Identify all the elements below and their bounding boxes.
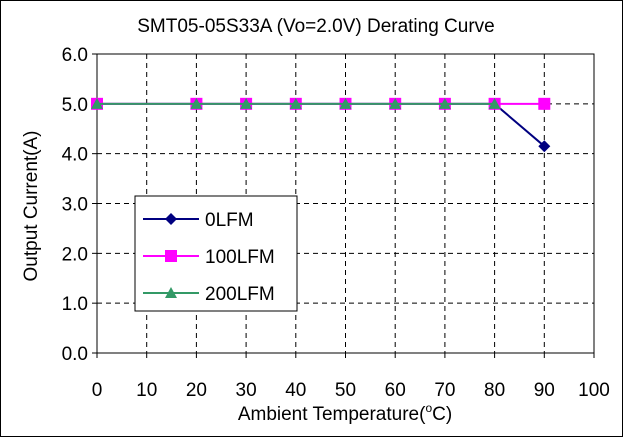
data-point-200LFM-0 — [91, 97, 103, 109]
x-tick-label-9: 90 — [534, 380, 555, 401]
legend-label-0LFM: 0LFM — [205, 210, 254, 231]
data-point-200LFM-7 — [488, 97, 501, 109]
x-axis-label-tail: C) — [432, 404, 452, 425]
x-tick-label-1: 10 — [136, 380, 157, 401]
legend-label-100LFM: 100LFM — [205, 247, 275, 268]
x-tick-label-4: 40 — [285, 380, 306, 401]
data-point-200LFM-2 — [240, 97, 253, 109]
legend: 0LFM 100LFM 200LFM — [134, 195, 298, 312]
data-point-200LFM-6 — [438, 97, 451, 109]
x-tick-label-0: 0 — [92, 380, 103, 401]
legend-label-200LFM: 200LFM — [205, 284, 275, 305]
legend-marker-100LFM — [165, 250, 177, 262]
x-axis-label-superscript: o — [425, 401, 432, 415]
data-point-200LFM-5 — [389, 97, 402, 109]
y-tick-label-2: 2.0 — [62, 244, 88, 265]
data-point-200LFM-1 — [190, 97, 203, 109]
x-tick-label-3: 30 — [236, 380, 257, 401]
y-tick-label-6: 6.0 — [62, 45, 88, 66]
chart-title: SMT05-05S33A (Vo=2.0V) Derating Curve — [137, 16, 495, 37]
x-tick-label-5: 50 — [335, 380, 356, 401]
x-axis-label: Ambient Temperature(oC) — [238, 401, 452, 425]
data-point-200LFM-3 — [289, 97, 302, 109]
series-layer — [91, 97, 551, 153]
x-tick-label-10: 100 — [578, 380, 610, 401]
x-tick-label-8: 80 — [484, 380, 505, 401]
y-tick-label-3: 3.0 — [62, 195, 88, 216]
series-200LFM — [91, 97, 501, 109]
x-tick-label-2: 20 — [186, 380, 207, 401]
x-tick-label-7: 70 — [434, 380, 455, 401]
x-axis-label-main: Ambient Temperature( — [238, 404, 426, 425]
y-tick-label-5: 5.0 — [62, 95, 88, 116]
x-tick-label-6: 60 — [385, 380, 406, 401]
data-point-200LFM-4 — [339, 97, 352, 109]
data-point-0LFM-8 — [538, 140, 551, 153]
legend-marker-200LFM — [165, 287, 177, 298]
data-point-100LFM-8 — [538, 97, 551, 110]
y-tick-label-0: 0.0 — [62, 344, 88, 365]
y-tick-label-1: 1.0 — [62, 294, 88, 315]
legend-entry-0LFM: 0LFM — [143, 210, 254, 231]
y-axis-ticks: 0.0 1.0 2.0 3.0 4.0 5.0 6.0 — [62, 45, 97, 365]
legend-box — [134, 195, 298, 312]
legend-marker-0LFM — [165, 213, 177, 225]
legend-entry-100LFM: 100LFM — [143, 247, 275, 268]
x-axis-ticks: 0 10 20 30 40 50 60 70 80 90 100 — [92, 353, 610, 401]
legend-entry-200LFM: 200LFM — [143, 284, 275, 305]
y-tick-label-4: 4.0 — [62, 145, 88, 166]
y-axis-label: Output Current(A) — [21, 131, 42, 282]
